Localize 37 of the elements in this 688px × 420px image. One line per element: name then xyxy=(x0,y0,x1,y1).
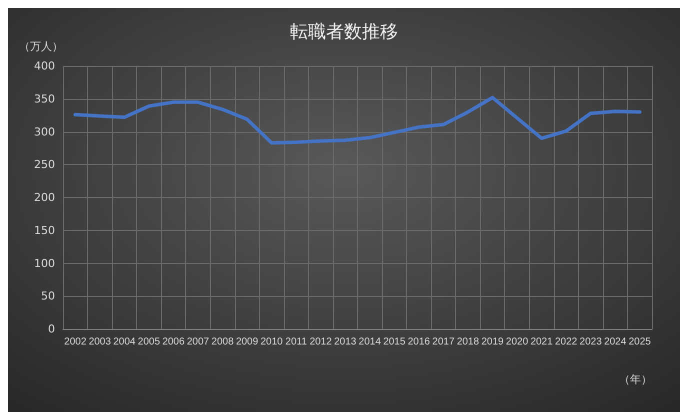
x-tick-label: 2007 xyxy=(186,336,210,348)
x-tick-label: 2023 xyxy=(580,336,602,348)
line-series xyxy=(74,96,642,145)
y-tick-label: 350 xyxy=(34,92,55,106)
x-tick-label: 2010 xyxy=(260,336,284,348)
x-tick-label: 2012 xyxy=(310,336,332,348)
x-tick-label: 2018 xyxy=(456,336,480,348)
y-tick-label: 400 xyxy=(34,60,55,72)
x-tick-label: 2017 xyxy=(432,336,455,348)
x-tick-label: 2011 xyxy=(285,336,308,348)
y-tick-label: 200 xyxy=(34,191,55,204)
x-tick-label: 2015 xyxy=(383,336,406,348)
x-tick-label: 2022 xyxy=(554,336,578,348)
y-tick-label: 100 xyxy=(34,256,55,270)
y-tick-label: 300 xyxy=(34,125,55,138)
x-tick-label: 2025 xyxy=(628,336,652,348)
x-tick-label: 2019 xyxy=(481,336,504,348)
x-tick-label: 2008 xyxy=(211,336,234,348)
y-tick-label: 250 xyxy=(34,158,55,172)
x-tick-label: 2014 xyxy=(358,336,382,348)
x-tick-label: 2006 xyxy=(162,336,185,348)
x-tick-label: 2004 xyxy=(113,336,136,348)
x-axis-title: （年） xyxy=(619,373,652,386)
y-tick-label: 50 xyxy=(41,290,55,303)
y-tick-label: 150 xyxy=(34,224,55,237)
y-axis-title: （万人） xyxy=(19,40,63,53)
x-tick-label: 2021 xyxy=(530,336,554,348)
x-tick-label: 2009 xyxy=(236,336,259,348)
x-tick-label: 2003 xyxy=(88,336,112,348)
x-tick-label: 2020 xyxy=(506,336,529,348)
x-tick-label: 2024 xyxy=(604,336,627,348)
y-tick-label: 0 xyxy=(48,322,55,336)
x-tick-label: 2005 xyxy=(138,336,160,348)
x-tick-label: 2013 xyxy=(334,336,357,348)
chart-title: 転職者数推移 xyxy=(290,22,398,42)
x-tick-label: 2002 xyxy=(64,336,87,348)
x-tick-label: 2016 xyxy=(408,336,430,348)
